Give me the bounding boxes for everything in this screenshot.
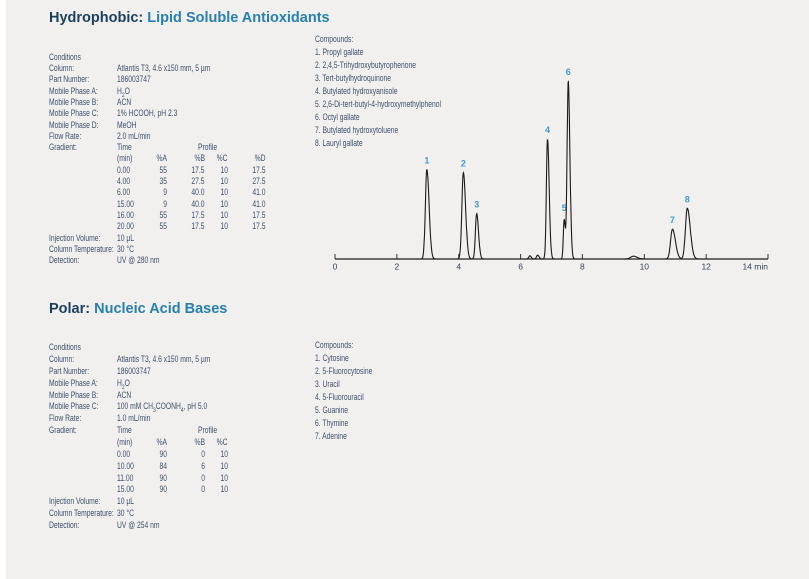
svg-text:2: 2 xyxy=(461,159,466,169)
svg-text:3: 3 xyxy=(474,200,479,210)
svg-text:8: 8 xyxy=(580,262,585,272)
svg-text:1: 1 xyxy=(424,155,429,165)
svg-text:6: 6 xyxy=(518,262,523,272)
svg-text:0: 0 xyxy=(333,262,338,272)
svg-text:12: 12 xyxy=(701,262,711,272)
svg-text:6: 6 xyxy=(566,67,571,77)
svg-text:10: 10 xyxy=(640,262,650,272)
svg-text:4: 4 xyxy=(456,262,461,272)
svg-text:4: 4 xyxy=(545,125,550,135)
svg-text:8: 8 xyxy=(685,194,690,204)
svg-text:2: 2 xyxy=(395,262,400,272)
svg-text:14 min: 14 min xyxy=(742,262,768,272)
svg-text:7: 7 xyxy=(670,215,675,225)
